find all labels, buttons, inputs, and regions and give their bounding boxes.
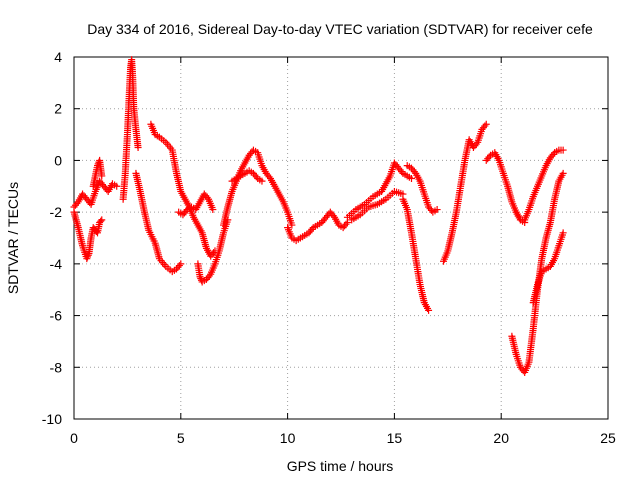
series-track-02 <box>70 208 106 263</box>
series-track-13 <box>348 187 407 224</box>
series-track-14 <box>399 195 433 314</box>
y-tick-label: -6 <box>50 308 63 324</box>
x-tick-label: 25 <box>600 430 616 446</box>
data-point <box>175 262 183 270</box>
series-track-20 <box>529 229 567 307</box>
data-point <box>182 207 190 215</box>
series-track-19 <box>508 169 567 376</box>
axis-ticks <box>73 56 609 420</box>
data-point <box>209 206 217 214</box>
data-point <box>73 200 81 208</box>
data-point <box>98 172 106 180</box>
data-point <box>342 220 350 228</box>
series-track-18 <box>512 146 567 224</box>
series-track-03 <box>89 156 106 190</box>
data-point <box>197 275 205 283</box>
x-tick-label: 20 <box>493 430 509 446</box>
data-point <box>252 173 260 181</box>
data-point <box>97 217 105 225</box>
data-point <box>398 168 406 176</box>
data-point <box>410 168 418 176</box>
y-tick-label: -2 <box>50 204 63 220</box>
data-point <box>205 272 213 280</box>
series-track-10 <box>228 167 266 185</box>
data-point <box>258 177 266 185</box>
data-point <box>329 212 337 220</box>
series-track-07 <box>175 190 217 219</box>
y-tick-labels: 4 2 0 -2 -4 -6 -8 -10 <box>42 49 62 427</box>
data-point <box>433 206 441 214</box>
data-point <box>481 122 489 130</box>
y-tick-label: -8 <box>50 359 63 375</box>
data-point <box>308 225 316 233</box>
data-point <box>196 273 204 281</box>
data-point <box>288 221 296 229</box>
data-point <box>485 153 493 161</box>
series-track-11 <box>284 208 351 245</box>
series-track-09 <box>220 146 296 229</box>
x-tick-labels: 0 5 10 15 20 25 <box>70 430 616 446</box>
y-tick-label: -4 <box>50 256 63 272</box>
data-point <box>559 229 567 237</box>
y-tick-label: 2 <box>54 101 62 117</box>
data-point <box>482 120 490 128</box>
plot-border <box>73 56 609 420</box>
data-point <box>549 150 557 158</box>
y-tick-label: 0 <box>54 152 62 168</box>
y-axis-label: SDTVAR / TECUs <box>5 182 21 294</box>
series-track-06 <box>147 120 219 260</box>
data-point <box>177 260 185 268</box>
data-point <box>559 146 567 154</box>
series-track-17 <box>482 149 529 226</box>
x-tick-label: 0 <box>70 430 78 446</box>
data-point <box>134 144 142 151</box>
series-track-05 <box>132 169 185 276</box>
x-tick-label: 5 <box>177 430 185 446</box>
data-point <box>84 253 92 261</box>
chart-title: Day 334 of 2016, Sidereal Day-to-day VTE… <box>87 21 593 37</box>
y-tick-label: -10 <box>42 411 62 427</box>
data-points <box>70 56 567 376</box>
y-tick-label: 4 <box>54 49 62 65</box>
data-point <box>407 175 415 183</box>
data-point <box>559 169 567 177</box>
series-track-16 <box>440 120 490 265</box>
data-point <box>203 193 211 201</box>
data-point <box>83 255 91 263</box>
x-axis-label: GPS time / hours <box>287 458 394 474</box>
x-tick-label: 15 <box>387 430 403 446</box>
series-track-08 <box>194 216 232 286</box>
data-point <box>472 140 480 148</box>
data-point <box>113 182 121 190</box>
series-track-04 <box>119 56 142 203</box>
data-point <box>98 216 106 224</box>
series-track-12 <box>343 159 415 221</box>
data-point <box>265 173 273 181</box>
x-tick-label: 10 <box>280 430 296 446</box>
data-point <box>425 306 433 314</box>
data-point <box>84 251 92 259</box>
series-track-15 <box>403 162 441 216</box>
